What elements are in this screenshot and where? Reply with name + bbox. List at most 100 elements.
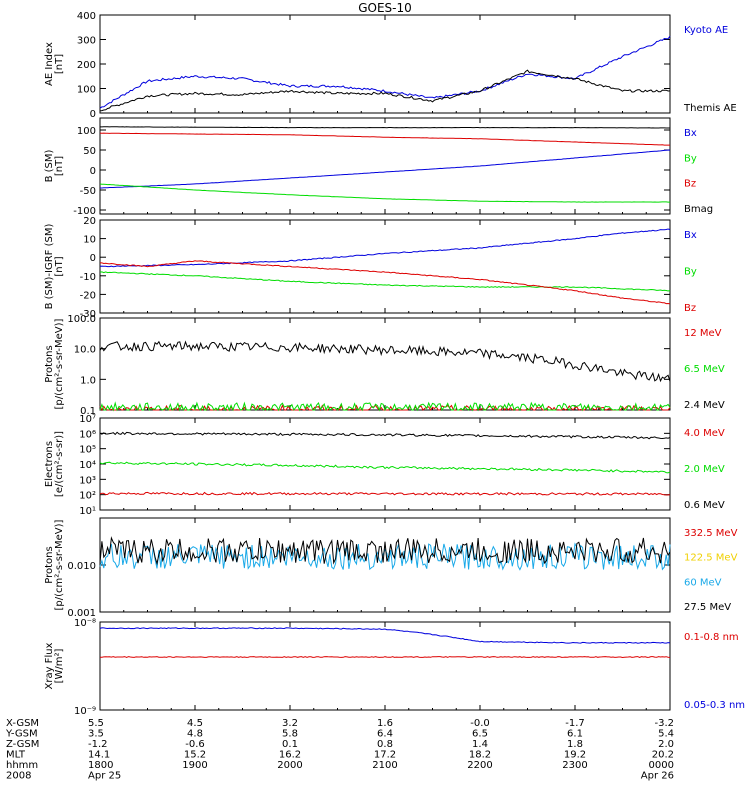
table-cell: 4.5 [187,718,203,729]
y-tick-label: 10² [79,491,96,502]
series-line [99,35,671,109]
series-line [99,656,671,659]
table-cell: 0.1 [282,739,298,750]
table-cell: 5.8 [282,729,298,740]
series-line [99,271,671,292]
y-tick-label: 100.0 [67,314,96,325]
y-tick-label: 10⁻⁸ [74,618,96,629]
legend-label: Bz [684,303,696,314]
y-tick-label: 0 [90,109,96,120]
table-cell: 16.2 [279,750,301,761]
table-cell: -0.6 [185,739,205,750]
series-line [99,228,671,268]
table-cell: -1.2 [88,739,108,750]
table-cell: 4.8 [187,729,203,740]
legend-label: 0.05-0.3 nm [684,700,745,711]
y-axis-label: [p/(cm²-s-sr-MeV)] [54,519,65,610]
y-tick-label: 50 [83,146,96,157]
series-line [99,431,671,440]
table-row-label: 2008 [6,771,31,782]
table-row-label: Y-GSM [5,729,38,740]
y-tick-label: 10.0 [74,345,96,356]
y-tick-label: 400 [77,11,96,22]
table-cell: 2.0 [658,739,674,750]
legend-label: 332.5 MeV [684,528,738,539]
table-cell: -0.0 [470,718,490,729]
table-cell: 2300 [562,760,587,771]
y-axis-label: Xray Flux [44,642,55,689]
y-tick-label: 0 [90,166,96,177]
legend-label: 2.0 MeV [684,464,725,475]
table-cell: 6.1 [567,729,583,740]
table-cell: -3.2 [654,718,674,729]
legend-label: 60 MeV [684,577,722,588]
y-tick-label: -50 [80,186,96,197]
y-axis-label: [e/(cm²-s-sr)] [54,431,65,497]
table-cell: 1.6 [377,718,393,729]
y-axis-label: B (SM)-IGRF (SM) [44,224,55,310]
panel-frame [99,219,671,314]
legend-label: Bx [684,230,697,241]
panel-frame [99,621,671,711]
legend-label: 0.6 MeV [684,500,725,511]
legend-label: 12 MeV [684,328,722,339]
y-tick-label: 10 [83,235,96,246]
table-cell: 2000 [277,760,302,771]
legend-label: 122.5 MeV [684,553,738,564]
y-axis-label: Electrons [44,441,55,487]
legend-label: Themis AE [683,103,737,114]
legend-label: 4.0 MeV [684,428,725,439]
series-line [100,260,671,305]
table-cell: 5.5 [88,718,104,729]
panel-frame [99,317,671,411]
table-cell: 0000 [649,760,674,771]
panel-frame [99,117,671,215]
legend-label: By [684,267,697,278]
y-axis-label: AE Index [44,42,55,86]
table-cell: 17.2 [374,750,396,761]
table-cell: 0.8 [377,739,393,750]
y-tick-label: 0 [90,253,96,264]
panel-frame [99,14,671,114]
y-axis-label: B (SM) [44,149,55,182]
table-cell: Apr 25 [88,771,121,782]
table-cell: 1.4 [472,739,488,750]
legend-label: 0.1-0.8 nm [684,632,739,643]
y-tick-label: 10⁵ [79,445,96,456]
legend-label: Bz [684,179,696,190]
table-cell: 5.4 [658,729,674,740]
y-tick-label: 0.1 [80,406,96,417]
y-tick-label: 0.010 [67,561,96,572]
legend-label: 2.4 MeV [684,400,725,411]
y-tick-label: 1.0 [80,375,96,386]
series-line [99,340,671,383]
y-tick-label: -20 [80,290,96,301]
y-tick-label: 10⁻⁹ [74,706,96,717]
y-tick-label: 300 [77,36,96,47]
series-line [100,149,670,189]
series-line [99,69,671,112]
table-row-label: Z-GSM [6,739,39,750]
chart-title: GOES-10 [358,1,412,15]
legend-label: Bx [684,128,697,139]
y-tick-label: -10 [80,272,96,283]
table-cell: 19.2 [564,750,586,761]
series-line [99,542,671,571]
series-line [99,461,671,474]
y-tick-label: -30 [80,309,96,320]
y-axis-label: [nT] [54,156,65,176]
table-cell: -1.7 [565,718,585,729]
y-tick-label: 10¹ [79,506,96,517]
series-line [99,627,671,644]
legend-label: 6.5 MeV [684,364,725,375]
y-axis-label: [W/m²] [54,648,65,683]
table-cell: 1800 [88,760,113,771]
table-cell: 6.4 [377,729,393,740]
table-row-label: hhmm [6,760,38,771]
y-axis-label: Protons [44,546,55,583]
legend-label: By [684,153,697,164]
series-line [99,183,670,203]
y-tick-label: 100 [77,126,96,137]
table-cell: 1.8 [567,739,583,750]
